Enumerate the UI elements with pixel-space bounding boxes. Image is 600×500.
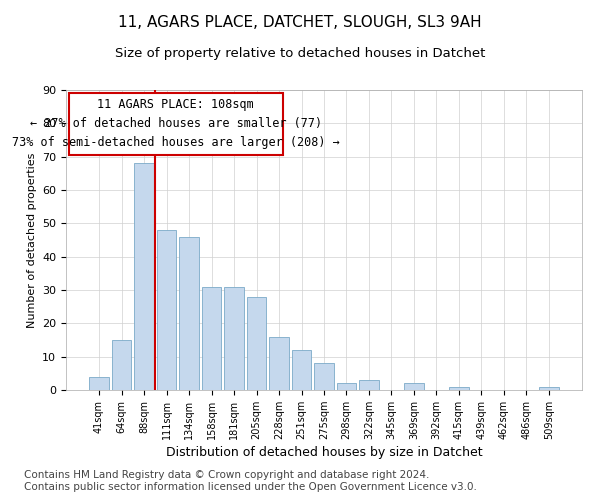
Bar — [314, 364, 334, 390]
Bar — [247, 296, 266, 390]
Text: Size of property relative to detached houses in Datchet: Size of property relative to detached ho… — [115, 48, 485, 60]
Y-axis label: Number of detached properties: Number of detached properties — [26, 152, 37, 328]
Text: Contains public sector information licensed under the Open Government Licence v3: Contains public sector information licen… — [24, 482, 477, 492]
Text: 11, AGARS PLACE, DATCHET, SLOUGH, SL3 9AH: 11, AGARS PLACE, DATCHET, SLOUGH, SL3 9A… — [118, 15, 482, 30]
Bar — [112, 340, 131, 390]
Bar — [449, 386, 469, 390]
Bar — [539, 386, 559, 390]
FancyBboxPatch shape — [68, 93, 283, 154]
Bar — [157, 230, 176, 390]
Bar — [359, 380, 379, 390]
Bar — [224, 286, 244, 390]
Bar — [404, 384, 424, 390]
Bar — [179, 236, 199, 390]
Bar — [292, 350, 311, 390]
Bar — [202, 286, 221, 390]
Bar — [134, 164, 154, 390]
Bar — [269, 336, 289, 390]
X-axis label: Distribution of detached houses by size in Datchet: Distribution of detached houses by size … — [166, 446, 482, 459]
Bar — [89, 376, 109, 390]
Text: Contains HM Land Registry data © Crown copyright and database right 2024.: Contains HM Land Registry data © Crown c… — [24, 470, 430, 480]
Text: 11 AGARS PLACE: 108sqm
← 27% of detached houses are smaller (77)
73% of semi-det: 11 AGARS PLACE: 108sqm ← 27% of detached… — [12, 98, 340, 149]
Bar — [337, 384, 356, 390]
